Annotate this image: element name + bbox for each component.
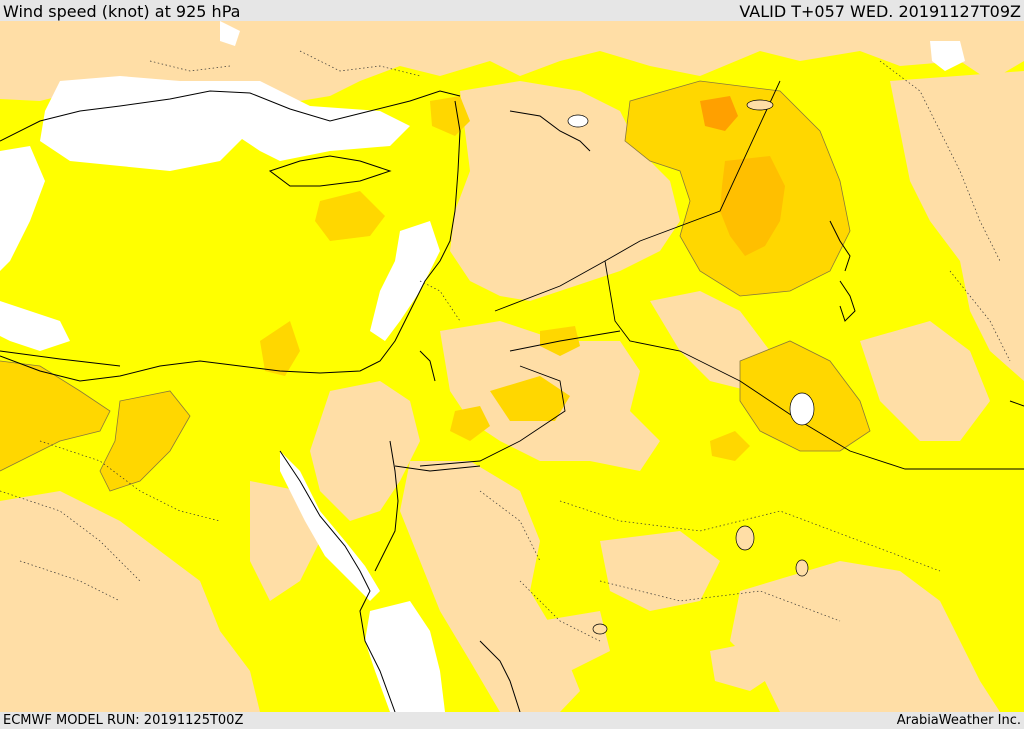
weather-map[interactable] <box>0 21 1024 712</box>
wind-contours <box>0 80 871 492</box>
credit: ArabiaWeather Inc. <box>896 713 1021 728</box>
lakes <box>567 114 815 426</box>
map-title: Wind speed (knot) at 925 hPa <box>3 2 241 21</box>
country-borders <box>0 80 1024 472</box>
wind-speed-map-svg <box>0 21 1024 712</box>
calm-sea-areas <box>0 21 965 712</box>
coastlines <box>0 90 1024 712</box>
header-bar: Wind speed (knot) at 925 hPa VALID T+057… <box>0 0 1024 21</box>
small-islands <box>592 99 809 635</box>
valid-time: VALID T+057 WED. 20191127T09Z <box>739 2 1021 21</box>
strongest-wind-core <box>700 96 738 131</box>
model-run: ECMWF MODEL RUN: 20191125T00Z <box>3 713 244 728</box>
province-borders <box>0 50 1011 642</box>
light-wind-areas <box>0 21 1024 712</box>
footer-bar: ECMWF MODEL RUN: 20191125T00Z ArabiaWeat… <box>0 712 1024 729</box>
very-strong-wind-core <box>720 156 785 256</box>
